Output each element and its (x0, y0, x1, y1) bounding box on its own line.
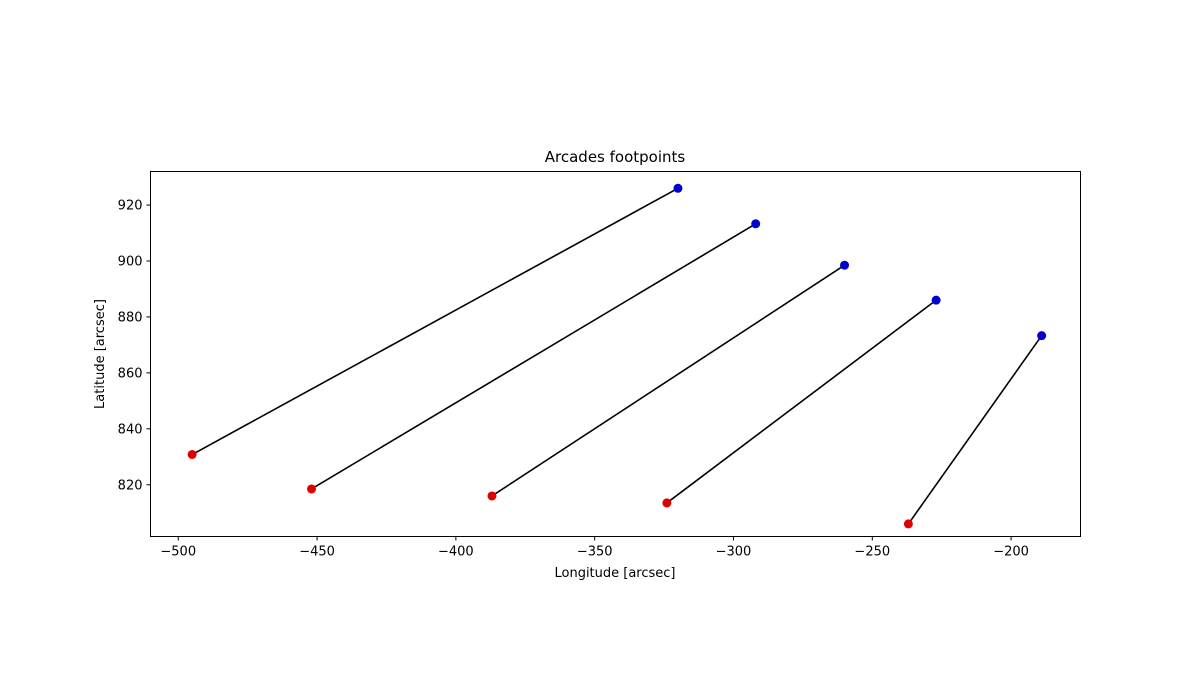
x-axis-label: Longitude [arcsec] (554, 566, 675, 581)
y-tick-label: 840 (118, 422, 143, 437)
x-tick-label: −450 (299, 545, 335, 560)
arcade-line (491, 264, 845, 497)
x-tick-label: −300 (716, 545, 752, 560)
end-footpoint (751, 219, 761, 229)
start-footpoint (662, 498, 672, 508)
y-tick-label: 920 (118, 199, 143, 214)
start-footpoint (187, 450, 197, 460)
end-footpoint (840, 260, 850, 270)
plot-area (187, 183, 1047, 529)
y-axis: 820 840 860 880 900 920 (118, 199, 151, 493)
y-axis-label: Latitude [arcsec] (93, 299, 108, 409)
x-tick-label: −350 (577, 545, 613, 560)
start-footpoint (903, 519, 913, 529)
y-tick-label: 900 (118, 255, 143, 270)
y-tick-label: 880 (118, 310, 143, 325)
x-tick-label: −400 (438, 545, 474, 560)
end-footpoint (1037, 331, 1047, 341)
end-footpoint (931, 295, 941, 305)
arcade-line (191, 187, 679, 456)
x-tick-label: −250 (854, 545, 890, 560)
end-footpoint (673, 183, 683, 193)
chart-title: Arcades footpoints (545, 148, 686, 166)
y-tick-label: 820 (118, 478, 143, 493)
start-footpoint (487, 491, 497, 501)
axes-frame (150, 171, 1081, 537)
y-tick-label: 860 (118, 366, 143, 381)
arcade-line (666, 299, 937, 504)
start-footpoint (307, 484, 317, 494)
x-axis: −500 −450 −400 −350 −300 −250 −200 (160, 536, 1029, 560)
x-tick-label: −500 (160, 545, 196, 560)
x-tick-label: −200 (993, 545, 1029, 560)
arcade-line (311, 223, 757, 490)
arcade-line (907, 335, 1043, 525)
